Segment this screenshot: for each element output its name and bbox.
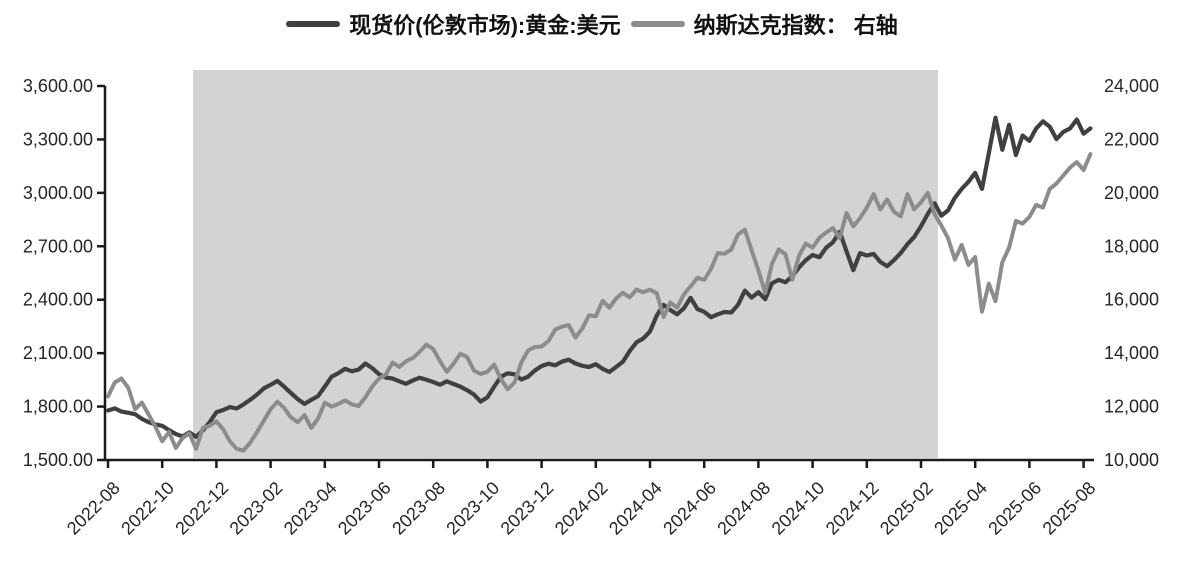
- x-tick-label: 2023-06: [334, 478, 395, 539]
- x-tick-label: 2023-04: [280, 478, 341, 539]
- y-left-tick-label: 3,600.00: [23, 76, 93, 96]
- x-tick-label: 2023-02: [226, 478, 287, 539]
- chart-legend: 现货价(伦敦市场):黄金:美元 纳斯达克指数： 右轴: [0, 8, 1184, 40]
- y-left-tick-label: 3,300.00: [23, 129, 93, 149]
- legend-label-gold: 现货价(伦敦市场):黄金:美元: [349, 13, 621, 38]
- y-left-tick-label: 1,500.00: [23, 450, 93, 470]
- y-right-tick-label: 10,000: [1104, 450, 1159, 470]
- legend-item-gold: 现货价(伦敦市场):黄金:美元: [286, 8, 621, 40]
- gold-price-line: [105, 115, 1093, 439]
- nasdaq-index-line: [106, 152, 1093, 453]
- x-tick-label: 2022-08: [63, 478, 124, 539]
- y-right-tick-label: 24,000: [1104, 76, 1159, 96]
- y-left-tick-label: 2,700.00: [23, 236, 93, 256]
- y-right-tick-label: 20,000: [1104, 183, 1159, 203]
- x-tick-label: 2025-02: [876, 478, 937, 539]
- y-left-tick-label: 3,000.00: [23, 183, 93, 203]
- y-left-tick-label: 2,100.00: [23, 343, 93, 363]
- x-tick-label: 2024-10: [768, 478, 829, 539]
- gold-line-swatch: [286, 21, 341, 27]
- y-left-tick-label: 2,400.00: [23, 290, 93, 310]
- x-tick-label: 2023-12: [497, 478, 558, 539]
- y-right-tick-label: 18,000: [1104, 236, 1159, 256]
- x-tick-label: 2023-10: [442, 478, 503, 539]
- y-right-tick-label: 12,000: [1104, 397, 1159, 417]
- legend-item-nasdaq: 纳斯达克指数： 右轴: [630, 8, 898, 40]
- nasdaq-line-swatch: [630, 21, 685, 27]
- highlight-region: [193, 70, 939, 458]
- x-tick-label: 2024-08: [713, 478, 774, 539]
- y-right-tick-label: 16,000: [1104, 290, 1159, 310]
- legend-label-nasdaq: 纳斯达克指数： 右轴: [693, 13, 898, 38]
- y-right-tick-label: 14,000: [1104, 343, 1159, 363]
- y-left-tick-label: 1,800.00: [23, 397, 93, 417]
- x-tick-label: 2022-10: [117, 478, 178, 539]
- x-tick-label: 2024-06: [659, 478, 720, 539]
- x-tick-label: 2025-08: [1039, 478, 1100, 539]
- x-tick-label: 2024-02: [551, 478, 612, 539]
- x-tick-label: 2024-04: [605, 478, 666, 539]
- x-tick-label: 2025-06: [984, 478, 1045, 539]
- x-tick-label: 2023-08: [388, 478, 449, 539]
- x-tick-label: 2024-12: [822, 478, 883, 539]
- x-tick-label: 2025-04: [930, 478, 991, 539]
- x-tick-label: 2022-12: [171, 478, 232, 539]
- y-right-tick-label: 22,000: [1104, 129, 1159, 149]
